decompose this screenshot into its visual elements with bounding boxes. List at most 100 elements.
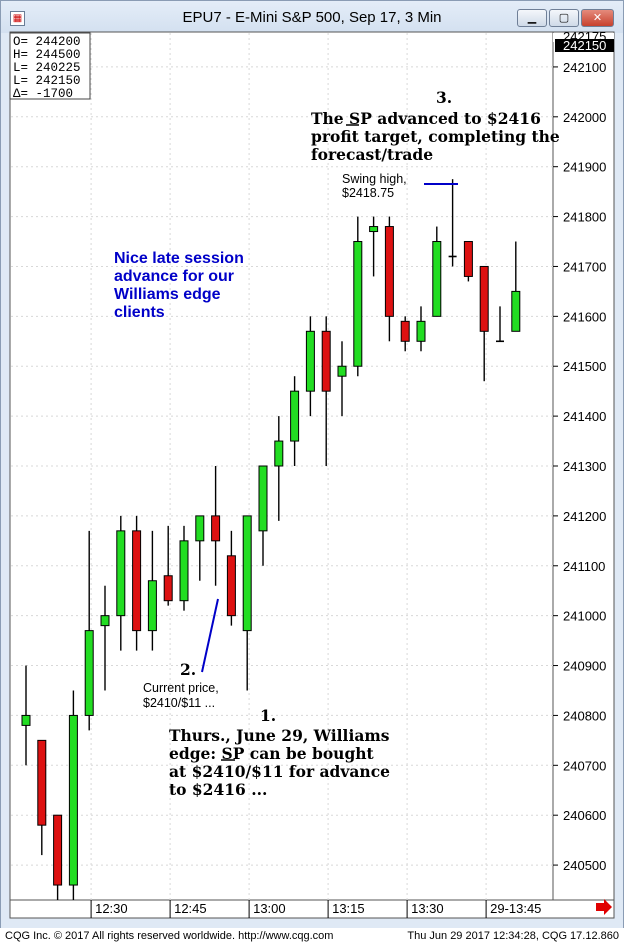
maximize-button[interactable]: ▢ bbox=[549, 9, 579, 27]
price-tick-label: 242000 bbox=[563, 110, 606, 125]
swing-high-line-1: Swing high, bbox=[342, 172, 407, 186]
price-tick-label: 240800 bbox=[563, 708, 606, 723]
swing-high-line-2: $2418.75 bbox=[342, 186, 394, 200]
candle-body-up bbox=[511, 290, 521, 332]
candle-body-up bbox=[416, 320, 426, 342]
annotation-1-line-4: to $2416 ... bbox=[169, 780, 267, 799]
price-tick-label: 240500 bbox=[563, 858, 606, 873]
candle bbox=[68, 690, 78, 900]
title-bar[interactable]: ▦ EPU7 - E-Mini S&P 500, Sep 17, 3 Min ▁… bbox=[1, 1, 623, 33]
candle bbox=[132, 515, 142, 651]
candle bbox=[448, 179, 457, 267]
time-tick-label: 12:45 bbox=[174, 901, 207, 916]
time-tick-label: 29-13:45 bbox=[490, 901, 541, 916]
candle-body-down bbox=[53, 814, 63, 886]
scroll-right-arrow-icon[interactable] bbox=[596, 899, 612, 915]
time-tick-label: 13:00 bbox=[253, 901, 286, 916]
ohlc-change: Δ= -1700 bbox=[13, 87, 73, 101]
timestamp-text: Thu Jun 29 2017 12:34:28, CQG 17.12.860 bbox=[407, 930, 619, 942]
app-icon[interactable]: ▦ bbox=[10, 11, 25, 26]
current-price-pointer bbox=[201, 598, 219, 673]
annotation-3-line-1: The SP advanced to $2416 bbox=[311, 109, 541, 128]
candle bbox=[242, 515, 252, 691]
candle bbox=[100, 585, 110, 691]
candle bbox=[353, 216, 363, 377]
window-title: EPU7 - E-Mini S&P 500, Sep 17, 3 Min bbox=[182, 9, 442, 26]
candle-body-up bbox=[258, 465, 268, 532]
price-axis[interactable] bbox=[552, 31, 615, 901]
candle-body-up bbox=[147, 580, 157, 632]
candle bbox=[432, 226, 442, 317]
candle bbox=[274, 416, 284, 521]
annotation-3-line-2: profit target, completing the bbox=[311, 127, 560, 146]
price-axis-labels: 240500 240600 240700 240800 240900 241000 2411… bbox=[553, 60, 606, 873]
candle-body-up bbox=[242, 515, 252, 632]
candle-body-down bbox=[479, 265, 489, 332]
candle-body-down bbox=[384, 226, 394, 317]
time-axis[interactable] bbox=[9, 899, 615, 919]
annotation-3-number: 3. bbox=[436, 88, 452, 107]
candle-body-down bbox=[37, 739, 47, 826]
candle bbox=[211, 466, 221, 586]
candle bbox=[463, 241, 473, 282]
last-price-tag bbox=[555, 39, 614, 52]
note-line-4: clients bbox=[114, 304, 165, 321]
ohlc-last: L= 242150 bbox=[13, 74, 81, 88]
status-footer: CQG Inc. © 2017 All rights reserved worl… bbox=[0, 928, 624, 944]
candle bbox=[384, 216, 394, 342]
time-tick-label: 13:15 bbox=[332, 901, 365, 916]
candle-body-up bbox=[68, 714, 78, 886]
candle-body-up bbox=[274, 440, 284, 467]
candle-body-down bbox=[163, 575, 173, 602]
price-tick-label: 241400 bbox=[563, 409, 606, 424]
annotation-1-number: 1. bbox=[260, 706, 276, 725]
candle-body-up bbox=[84, 630, 94, 716]
price-tick-label: 241800 bbox=[563, 210, 606, 225]
candle bbox=[147, 530, 157, 651]
ohlc-open: O= 244200 bbox=[13, 35, 81, 49]
candle bbox=[37, 739, 47, 856]
candle-body-up bbox=[195, 515, 205, 542]
candle bbox=[21, 665, 31, 766]
candle bbox=[53, 814, 63, 900]
price-tick-label: 240700 bbox=[563, 758, 606, 773]
candle bbox=[416, 306, 426, 352]
candle-body-up bbox=[290, 390, 300, 442]
close-button[interactable]: ✕ bbox=[581, 9, 614, 27]
candle-body-down bbox=[226, 555, 236, 617]
candle-body-down bbox=[463, 241, 473, 277]
note-line-2: advance for our bbox=[114, 268, 234, 285]
ohlc-high: H= 244500 bbox=[13, 48, 81, 62]
annotation-1-line-3: at $2410/$11 for advance bbox=[169, 762, 390, 781]
price-tick-label: 241200 bbox=[563, 509, 606, 524]
candles bbox=[21, 179, 521, 900]
candle bbox=[163, 525, 173, 606]
time-tick-label: 12:30 bbox=[95, 901, 128, 916]
price-tick-label: 241600 bbox=[563, 309, 606, 324]
candle bbox=[479, 265, 489, 382]
candle bbox=[290, 376, 300, 466]
time-tick-label: 13:30 bbox=[411, 901, 444, 916]
annotation-2-line-1: Current price, bbox=[143, 681, 219, 695]
candle-body-down bbox=[132, 530, 142, 632]
price-tick-label: 242100 bbox=[563, 60, 606, 75]
ohlc-low: L= 240225 bbox=[13, 61, 81, 75]
price-tick-label: 241300 bbox=[563, 459, 606, 474]
annotation-1-line-2: edge: SP can be bought bbox=[169, 744, 375, 763]
price-tick-label: 241900 bbox=[563, 160, 606, 175]
candle bbox=[116, 515, 126, 651]
price-tick-label: 241000 bbox=[563, 609, 606, 624]
candle bbox=[258, 465, 268, 566]
candle bbox=[305, 316, 315, 417]
price-tick-label: 240900 bbox=[563, 659, 606, 674]
annotation-3-line-3: forecast/trade bbox=[311, 145, 433, 164]
candle bbox=[369, 216, 379, 277]
ohlc-box bbox=[9, 32, 91, 100]
grid-lines bbox=[11, 33, 553, 900]
candle-body-up bbox=[353, 241, 363, 367]
note-line-3: Williams edge bbox=[114, 286, 221, 303]
minimize-button[interactable]: ▁ bbox=[517, 9, 547, 27]
last-price-label: 242150 bbox=[563, 38, 606, 53]
note-line-1: Nice late session bbox=[114, 250, 244, 267]
